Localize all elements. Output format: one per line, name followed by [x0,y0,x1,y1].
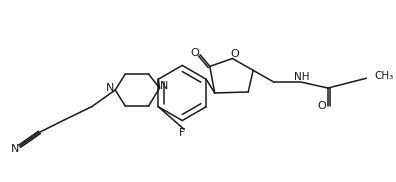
Text: O: O [318,101,326,111]
Text: CH₃: CH₃ [374,71,394,81]
Text: O: O [230,49,239,59]
Text: N: N [160,81,169,91]
Text: NH: NH [294,72,309,82]
Text: N: N [106,83,114,93]
Text: N: N [11,144,19,154]
Text: F: F [179,128,185,138]
Text: O: O [190,48,200,58]
